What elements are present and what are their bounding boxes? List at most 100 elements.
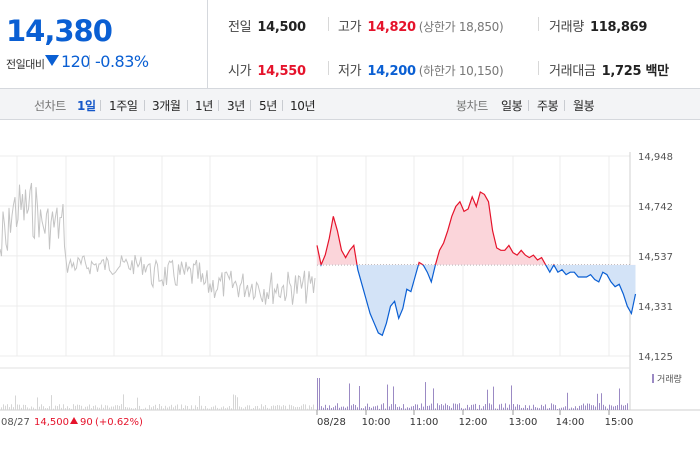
volume-bar-prev-day <box>55 405 56 410</box>
divider <box>89 55 90 69</box>
volume-bar-prev-day <box>11 404 12 410</box>
tab-daily-candle[interactable]: 일봉 <box>501 99 523 113</box>
volume-bar-prev-day <box>167 407 168 410</box>
tab-1year[interactable]: 1년 <box>195 99 213 113</box>
volume-bar-prev-day <box>37 397 38 410</box>
volume-bar-prev-day <box>191 405 192 410</box>
volume-bar <box>489 403 490 410</box>
tab-3year[interactable]: 3년 <box>227 99 245 113</box>
volume-bar-prev-day <box>185 405 186 410</box>
volume-bar-prev-day <box>41 404 42 410</box>
volume-bar-prev-day <box>225 408 226 410</box>
volume-bar-prev-day <box>247 405 248 410</box>
volume-bar-prev-day <box>169 406 170 410</box>
volume-bar-prev-day <box>223 406 224 410</box>
volume-bar-prev-day <box>287 408 288 410</box>
volume-bar-prev-day <box>275 405 276 410</box>
volume-bar-prev-day <box>65 408 66 410</box>
volume-bar <box>351 405 352 410</box>
volume-bar <box>493 386 494 410</box>
volume-bar-prev-day <box>97 407 98 410</box>
current-price-box: 14,380 전일대비 120 -0.83% <box>0 0 208 89</box>
tab-1week[interactable]: 1주일 <box>109 99 138 113</box>
volume-bar-prev-day <box>257 405 258 410</box>
volume-bar <box>565 406 566 410</box>
volume-bar <box>589 403 590 410</box>
volume-bar <box>475 403 476 410</box>
volume-bar-prev-day <box>101 404 102 410</box>
volume-bar-prev-day <box>277 405 278 410</box>
tab-weekly-candle[interactable]: 주봉 <box>537 99 559 113</box>
volume-bar-prev-day <box>133 408 134 410</box>
volume-bar-prev-day <box>195 405 196 410</box>
volume-bar <box>533 404 534 410</box>
volume-bar <box>501 403 502 410</box>
volume-bar <box>327 407 328 410</box>
volume-bar <box>549 407 550 410</box>
volume-bar-prev-day <box>177 404 178 410</box>
volume-bar-prev-day <box>205 405 206 410</box>
volume-bar <box>389 406 390 410</box>
volume-bar <box>473 404 474 410</box>
volume-bar <box>335 405 336 410</box>
volume-bar <box>407 407 408 410</box>
volume-bar <box>567 392 568 410</box>
volume-bar-prev-day <box>27 407 28 410</box>
volume-bar-prev-day <box>25 404 26 410</box>
volume-bar-prev-day <box>221 407 222 410</box>
high-stat: 고가 14,820 (상한가 18,850) <box>338 20 504 35</box>
volume-bar <box>457 404 458 410</box>
volume-bar <box>521 407 522 410</box>
volume-bar <box>329 405 330 410</box>
volume-bar <box>625 405 626 410</box>
volume-bar <box>563 407 564 410</box>
volume-bar-prev-day <box>289 404 290 410</box>
volume-bar <box>551 403 552 410</box>
volume-bar-prev-day <box>155 404 156 410</box>
volume-bar-prev-day <box>29 408 30 410</box>
volume-bar-prev-day <box>219 408 220 410</box>
volume-bar-prev-day <box>129 407 130 410</box>
volume-bar-prev-day <box>139 405 140 410</box>
tab-5year[interactable]: 5년 <box>259 99 277 113</box>
volume-bar <box>319 378 320 410</box>
volume-bar-prev-day <box>233 394 234 410</box>
volume-bar-prev-day <box>151 407 152 410</box>
volume-bar <box>607 408 608 410</box>
volume-bar-prev-day <box>63 404 64 410</box>
volume-bar <box>495 408 496 410</box>
volume-bar <box>415 404 416 410</box>
intraday-price-chart[interactable]: 14,948 14,742 14,537 14,331 14,125 거래량 08/28 10… <box>0 120 700 450</box>
volume-bar <box>333 407 334 410</box>
volume-bar <box>397 407 398 410</box>
volume-bar <box>447 405 448 410</box>
x-tick-label: 11:00 <box>410 417 439 428</box>
volume-bar-prev-day <box>237 397 238 410</box>
tab-1day[interactable]: 1일 <box>77 99 96 113</box>
volume-bar-prev-day <box>273 405 274 410</box>
volume-bar <box>557 408 558 410</box>
volume-bar-prev-day <box>99 407 100 410</box>
line-chart-label: 선차트 <box>34 99 66 113</box>
volume-bar <box>317 378 318 410</box>
volume-bar-prev-day <box>45 408 46 410</box>
volume-bar-prev-day <box>171 404 172 410</box>
volume-bar-prev-day <box>283 405 284 410</box>
tab-10year[interactable]: 10년 <box>290 99 316 113</box>
volume-bar <box>417 404 418 410</box>
volume-bar <box>577 408 578 410</box>
volume-bar <box>575 406 576 410</box>
volume-bar-prev-day <box>281 406 282 410</box>
y-tick-label: 14,742 <box>638 202 673 213</box>
volume-bar <box>627 403 628 410</box>
volume-bar-prev-day <box>59 404 60 410</box>
low-stat: 저가 14,200 (하한가 10,150) <box>338 64 504 79</box>
tab-3month[interactable]: 3개월 <box>152 99 181 113</box>
volume-bar-prev-day <box>165 405 166 410</box>
y-tick-label: 14,948 <box>638 152 673 163</box>
tab-monthly-candle[interactable]: 월봉 <box>573 99 595 113</box>
volume-bar <box>433 388 434 410</box>
volume-bar <box>605 406 606 410</box>
period-selector-bar: 선차트 1일 1주일 3개월 1년 3년 5년 10년 봉차트 일봉 주봉 월봉 <box>0 89 700 120</box>
volume-stat: 거래량 118,869 <box>549 20 648 35</box>
